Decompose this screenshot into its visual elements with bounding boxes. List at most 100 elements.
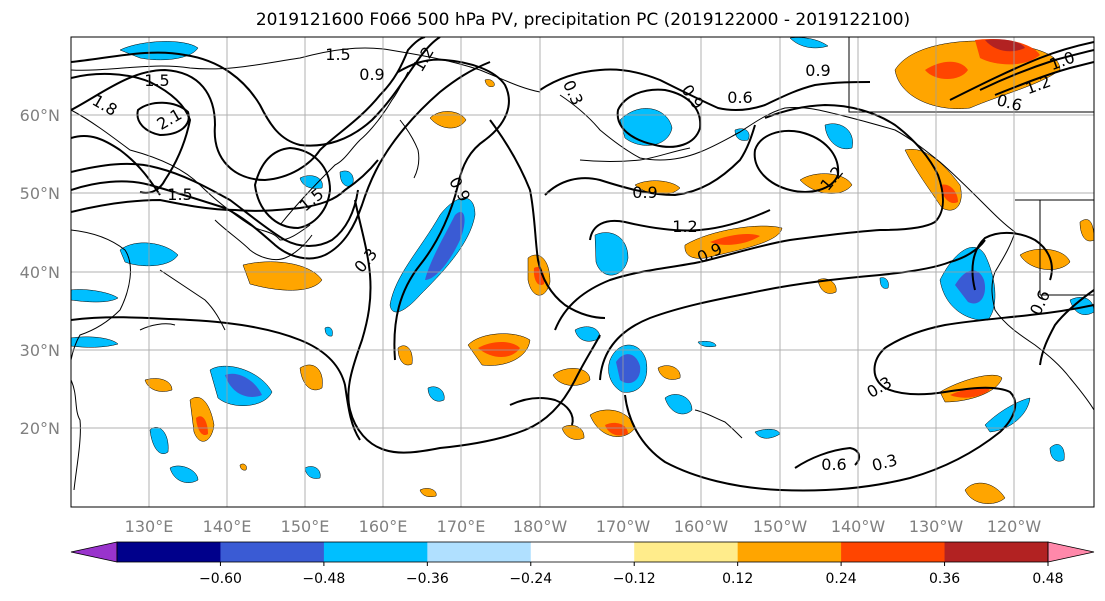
precip-blob [299,364,323,391]
colorbar-extend-low [70,541,118,563]
precip-blob [484,79,495,87]
precip-blob [1019,248,1071,270]
lat-label: 40°N [20,263,60,282]
colorbar-tick-label: 0.36 [929,571,960,587]
coastline-aleutians [579,147,691,162]
precip-blob [879,277,889,289]
lon-label: 170°W [596,517,651,536]
precip-blob [225,373,262,397]
pv-contour [544,124,756,197]
precip-blob [824,123,853,150]
contour-label: 1.5 [325,45,350,64]
longitude-labels: 130°E 140°E 150°E 160°E 170°E 180°W 170°… [125,517,1042,536]
colorbar-swatch [323,542,428,562]
pv-contour [509,396,574,426]
coastline-kamchatka [279,71,420,226]
precip-blob [169,465,199,483]
lat-label: 20°N [20,419,60,438]
precip-blob [817,278,837,294]
precip-blob [299,175,323,189]
lon-label: 170°E [437,517,486,536]
colorbar-swatch [117,542,221,562]
precip-blob [657,365,681,380]
pv-contour [624,304,1094,492]
precip-blob [427,386,445,402]
pv-contour [994,61,1094,96]
pv-contour [71,316,361,441]
map-area: 1.5 0.9 1.2 0.3 0.9 0.6 0.9 1.5 1.8 2.1 … [70,36,1095,508]
contour-label: 1.2 [672,217,697,236]
precip-blob [710,234,760,245]
pv-contour [554,103,944,331]
lon-label: 120°W [987,517,1042,536]
latitude-labels: 60°N 50°N 40°N 30°N 20°N [20,106,60,438]
pv-contour [979,49,1094,91]
colorbar-outline [116,541,1049,563]
contour-label: 1.5 [167,185,192,204]
pv-contour [949,41,1094,101]
precip-blob [239,463,247,471]
contour-label: 0.9 [359,65,384,84]
precip-blob [561,425,585,440]
pv-contour [253,146,332,230]
pv-contour [971,232,1053,291]
coastlines [71,37,1094,491]
colorbar-tick-label: −0.60 [199,571,242,587]
precipitation-shading [71,37,1094,504]
border-us-canada [1015,199,1094,296]
map-frame [70,36,1095,508]
lat-label: 50°N [20,184,60,203]
colorbar-tick-label: −0.36 [406,571,449,587]
contour-label: 0.9 [805,61,830,80]
precip-blob [242,261,323,291]
precip-blob [734,128,750,141]
pv-contour [71,162,359,247]
lon-label: 150°W [753,517,808,536]
coastline-asia [71,109,311,491]
precip-blob [304,466,321,479]
precip-blob [429,111,467,129]
colorbar-swatch [634,542,739,562]
coastline-north-america [991,231,1094,411]
colorbar-swatches [70,541,1095,563]
colorbar-swatch [220,542,325,562]
precip-blob [985,39,1025,52]
lon-label: 130°E [125,517,174,536]
colorbar-tick-label: 0.24 [826,571,857,587]
pv-contour [616,88,702,148]
coastline-alaska [559,94,1016,233]
precip-blob [664,394,693,415]
lon-label: 160°W [674,517,729,536]
precip-blob [789,37,829,49]
precip-blob [324,326,333,337]
pv-contour [794,446,861,469]
pv-contour [753,130,840,193]
pv-contour [71,37,426,182]
precip-blob [984,397,1031,433]
colorbar-extend-high [1047,541,1095,563]
precip-blob [144,378,173,392]
precip-blob [594,232,629,276]
precip-blob [397,345,413,366]
colorbar-tick-label: 0.12 [722,571,753,587]
precip-blob [605,422,628,436]
colorbar-swatch [737,542,842,562]
precip-blob [71,289,119,303]
colorbar-tick-label: 0.48 [1032,571,1063,587]
colorbar-ticks: −0.60 −0.48 −0.36 −0.24 −0.12 0.12 0.24 0.36 0.4… [199,562,1064,587]
pv-contour [347,199,601,454]
pv-contour [1039,289,1094,366]
precip-blob [1079,219,1094,242]
contour-label: 1.5 [144,71,169,90]
precip-blob [940,184,958,204]
pv-contour [71,37,441,147]
pv-contour [71,159,379,213]
colorbar-tick-label: −0.48 [302,571,345,587]
precip-blob [196,416,208,436]
precip-blob [950,387,990,398]
graticule [71,37,1094,507]
colorbar-swatch [427,542,532,562]
pv-contour [589,209,771,241]
